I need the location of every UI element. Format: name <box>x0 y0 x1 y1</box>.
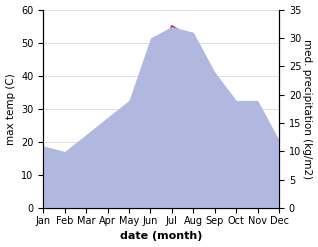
X-axis label: date (month): date (month) <box>120 231 202 242</box>
Y-axis label: med. precipitation (kg/m2): med. precipitation (kg/m2) <box>302 39 313 179</box>
Y-axis label: max temp (C): max temp (C) <box>5 73 16 145</box>
